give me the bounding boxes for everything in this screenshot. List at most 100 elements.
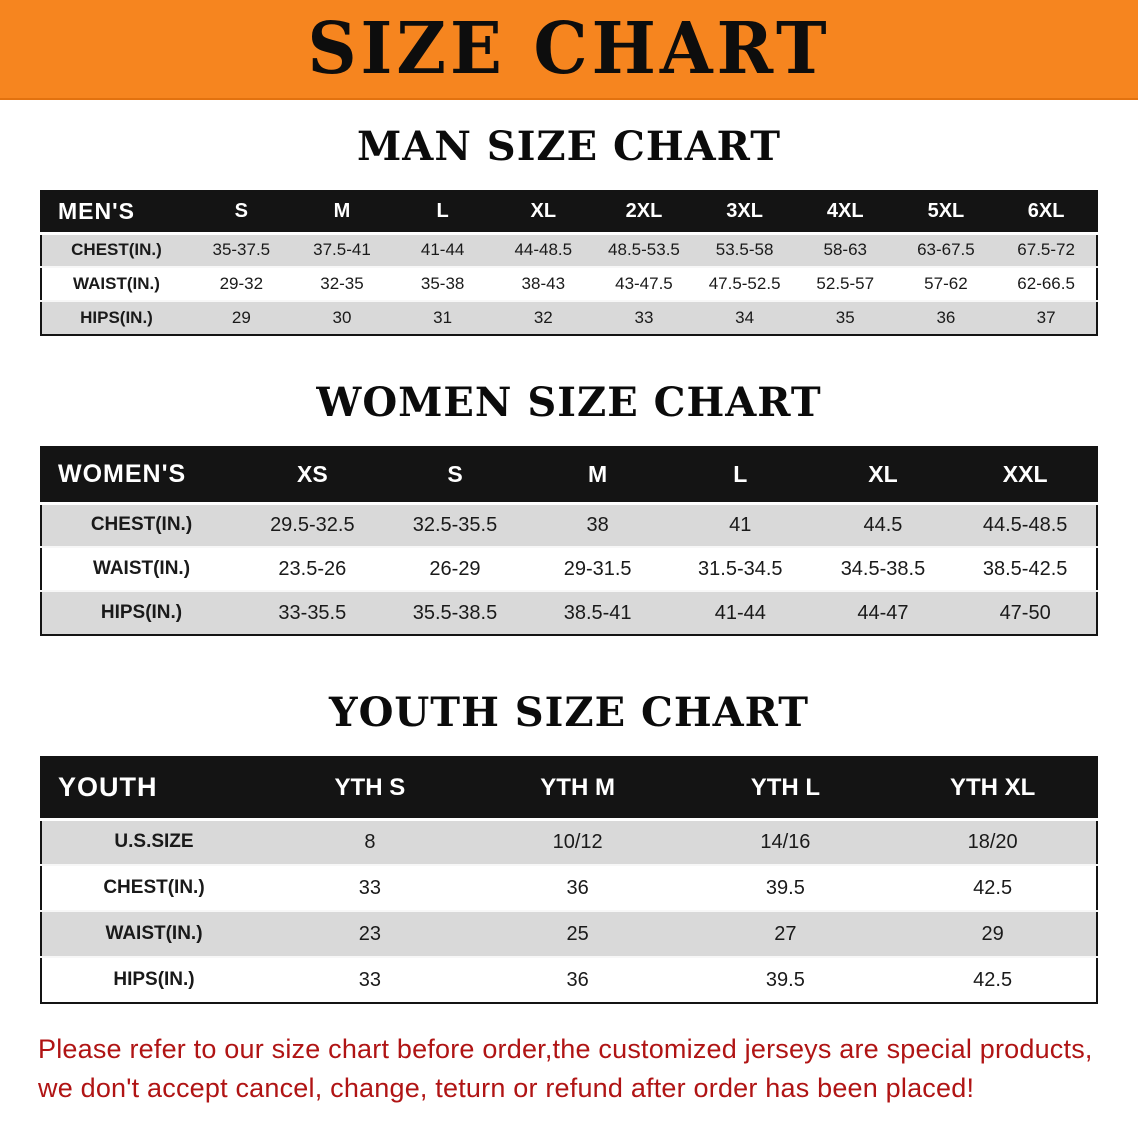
column-header: L: [392, 191, 493, 235]
size-table: WOMEN'S XS S M L XL XXL CHEST(IN.) 29.5-32.5 32.5…: [40, 446, 1098, 636]
column-header: XL: [811, 447, 955, 505]
table-header-row: WOMEN'S XS S M L XL XXL: [41, 447, 1097, 505]
table-cell: 18/20: [889, 818, 1097, 865]
table-cell: 32.5-35.5: [383, 502, 527, 547]
table-row: U.S.SIZE 8 10/12 14/16 18/20: [41, 818, 1097, 865]
table-cell: 33: [266, 864, 474, 911]
table-row: WAIST(IN.) 23.5-26 26-29 29-31.5 31.5-34.5 34…: [41, 546, 1097, 591]
table-cell: 29: [191, 300, 292, 335]
table-row: HIPS(IN.) 33-35.5 35.5-38.5 38.5-41 41-44 44-…: [41, 590, 1097, 635]
table-cell: 32-35: [291, 266, 393, 301]
men-section-heading: MAN SIZE CHART: [357, 123, 781, 170]
table-cell: 44-47: [811, 590, 955, 635]
women-size-table: WOMEN'S XS S M L XL XXL CHEST(IN.) 29.5-32.5 32.5…: [40, 446, 1098, 636]
disclaimer-line-1: Please refer to our size chart before or…: [38, 1034, 1093, 1064]
table-cell: 27: [681, 910, 890, 957]
table-cell: 35.5-38.5: [383, 590, 527, 635]
men-size-section: MAN SIZE CHART MEN'S S M L XL 2XL 3XL 4XL 5XL 6XL…: [0, 126, 1138, 336]
column-header: M: [526, 447, 669, 505]
men-size-table: MEN'S S M L XL 2XL 3XL 4XL 5XL 6XL CHEST(IN.) 35-37…: [40, 190, 1098, 336]
table-cell: 38.5-41: [526, 590, 669, 635]
table-cell: 62-66.5: [996, 266, 1097, 301]
women-section-heading: WOMEN SIZE CHART: [316, 379, 822, 426]
column-header: S: [383, 447, 527, 505]
youth-size-table: YOUTH YTH S YTH M YTH L YTH XL U.S.SIZE 8 10/12…: [40, 756, 1098, 1004]
table-cell: 42.5: [889, 864, 1097, 911]
row-label: HIPS(IN.): [41, 300, 191, 335]
row-label: CHEST(IN.): [41, 232, 191, 267]
column-header: XS: [241, 447, 384, 505]
table-header-row: MEN'S S M L XL 2XL 3XL 4XL 5XL 6XL: [41, 191, 1097, 235]
table-cell: 38-43: [492, 266, 594, 301]
size-chart-banner: SIZE CHART: [0, 0, 1138, 100]
table-cell: 14/16: [681, 818, 890, 865]
table-cell: 37: [996, 300, 1097, 335]
table-cell: 33-35.5: [241, 590, 384, 635]
table-row: CHEST(IN.) 33 36 39.5 42.5: [41, 864, 1097, 911]
column-header: 2XL: [593, 191, 695, 235]
table-cell: 38: [526, 502, 669, 547]
table-cell: 63-67.5: [895, 232, 997, 267]
table-cell: 44-48.5: [492, 232, 594, 267]
table-cell: 44.5: [811, 502, 955, 547]
table-cell: 34.5-38.5: [811, 546, 955, 591]
row-label: HIPS(IN.): [41, 590, 241, 635]
table-cell: 29: [889, 910, 1097, 957]
row-label: WAIST(IN.): [41, 910, 266, 957]
size-table: MEN'S S M L XL 2XL 3XL 4XL 5XL 6XL CHEST(IN.) 35-37…: [40, 190, 1098, 336]
table-cell: 26-29: [383, 546, 527, 591]
youth-section-heading: YOUTH SIZE CHART: [329, 689, 809, 736]
table-group-label: YOUTH: [41, 757, 266, 821]
table-row: CHEST(IN.) 29.5-32.5 32.5-35.5 38 41 44.5 44.5…: [41, 502, 1097, 547]
table-row: WAIST(IN.) 29-32 32-35 35-38 38-43 43-47.5 47.…: [41, 266, 1097, 301]
table-cell: 31.5-34.5: [668, 546, 812, 591]
table-cell: 25: [473, 910, 682, 957]
table-cell: 47-50: [954, 590, 1097, 635]
table-cell: 52.5-57: [794, 266, 896, 301]
table-cell: 58-63: [794, 232, 896, 267]
table-cell: 23: [266, 910, 474, 957]
table-header-row: YOUTH YTH S YTH M YTH L YTH XL: [41, 757, 1097, 821]
table-row: CHEST(IN.) 35-37.5 37.5-41 41-44 44-48.5 48.5…: [41, 232, 1097, 267]
table-cell: 41: [668, 502, 812, 547]
column-header: YTH M: [473, 757, 682, 821]
column-header: L: [668, 447, 812, 505]
table-cell: 57-62: [895, 266, 997, 301]
table-cell: 31: [392, 300, 493, 335]
column-header: YTH L: [681, 757, 890, 821]
women-size-section: WOMEN SIZE CHART WOMEN'S XS S M L XL XXL CHEST(…: [0, 382, 1138, 636]
column-header: 3XL: [694, 191, 795, 235]
table-cell: 23.5-26: [241, 546, 384, 591]
row-label: HIPS(IN.): [41, 956, 266, 1003]
table-cell: 10/12: [473, 818, 682, 865]
size-table: YOUTH YTH S YTH M YTH L YTH XL U.S.SIZE 8 10/12…: [40, 756, 1098, 1004]
table-cell: 33: [593, 300, 695, 335]
table-cell: 37.5-41: [291, 232, 393, 267]
column-header: 6XL: [996, 191, 1097, 235]
table-cell: 36: [473, 864, 682, 911]
table-cell: 39.5: [681, 956, 890, 1003]
table-cell: 29-32: [191, 266, 292, 301]
column-header: XXL: [954, 447, 1097, 505]
row-label: U.S.SIZE: [41, 818, 266, 865]
table-cell: 32: [492, 300, 594, 335]
table-cell: 41-44: [392, 232, 493, 267]
table-cell: 39.5: [681, 864, 890, 911]
column-header: YTH S: [266, 757, 474, 821]
table-cell: 36: [895, 300, 997, 335]
table-cell: 47.5-52.5: [694, 266, 795, 301]
disclaimer: Please refer to our size chart before or…: [0, 1030, 1138, 1108]
table-cell: 42.5: [889, 956, 1097, 1003]
table-cell: 43-47.5: [593, 266, 695, 301]
row-label: WAIST(IN.): [41, 546, 241, 591]
table-cell: 29-31.5: [526, 546, 669, 591]
table-cell: 35: [794, 300, 896, 335]
table-cell: 44.5-48.5: [954, 502, 1097, 547]
column-header: 4XL: [794, 191, 896, 235]
table-cell: 8: [266, 818, 474, 865]
column-header: XL: [492, 191, 594, 235]
table-cell: 38.5-42.5: [954, 546, 1097, 591]
table-cell: 29.5-32.5: [241, 502, 384, 547]
column-header: 5XL: [895, 191, 997, 235]
table-cell: 53.5-58: [694, 232, 795, 267]
